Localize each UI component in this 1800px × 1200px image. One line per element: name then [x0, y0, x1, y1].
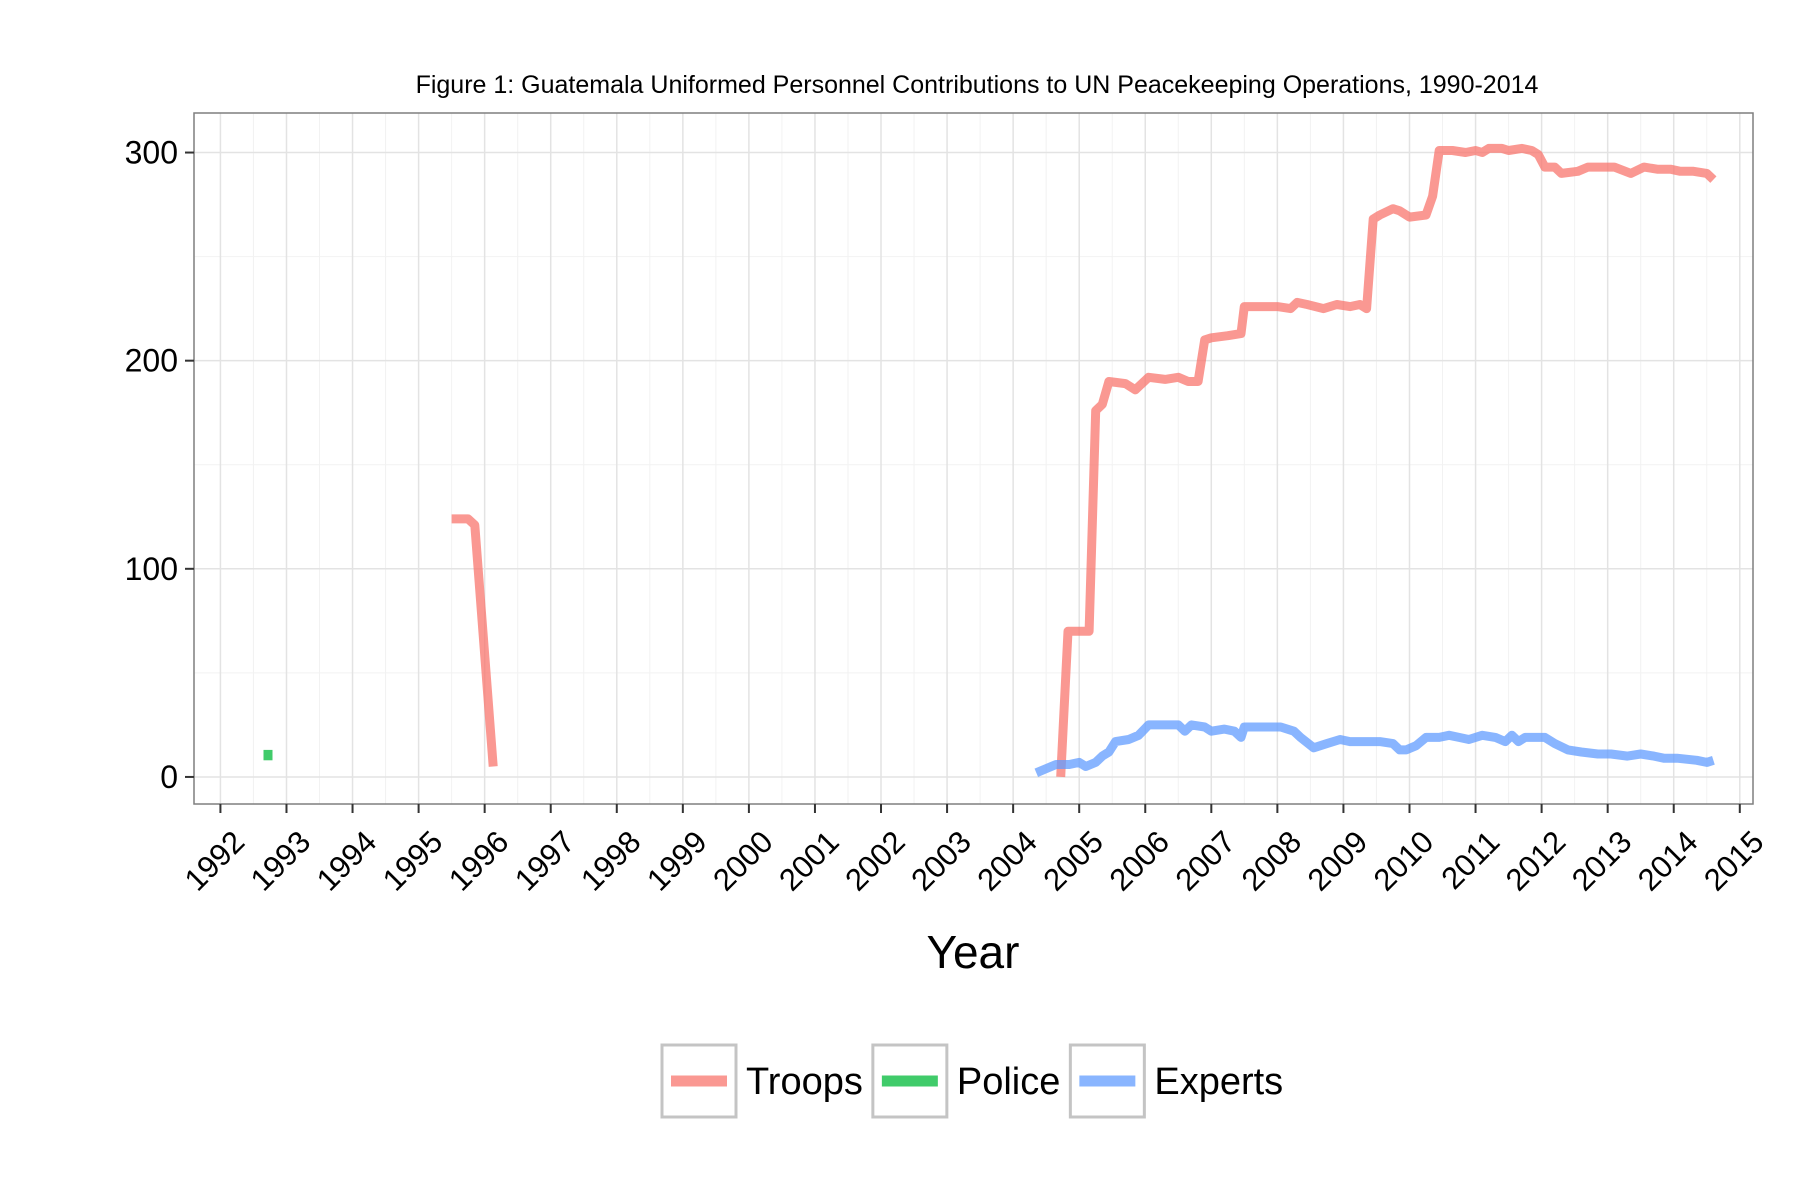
x-tick-label: 2000 — [706, 824, 780, 898]
x-tick-label: 2009 — [1301, 824, 1375, 898]
legend-item-police: Police — [871, 1043, 1061, 1119]
legend-label: Troops — [746, 1061, 863, 1103]
x-tick-label: 2014 — [1631, 824, 1705, 898]
x-tick-label: 2001 — [772, 824, 846, 898]
x-axis-title: Year — [927, 926, 1020, 978]
x-tick-label: 1996 — [442, 824, 516, 898]
x-tick-label: 2010 — [1367, 824, 1441, 898]
grid-layer — [194, 113, 1753, 804]
plot-area — [194, 113, 1753, 804]
x-tick-label: 2012 — [1499, 824, 1573, 898]
x-tick-label: 2013 — [1565, 824, 1639, 898]
x-tick-label: 2003 — [904, 824, 978, 898]
x-tick-label: 1995 — [376, 824, 450, 898]
x-tick-label: 2011 — [1434, 824, 1506, 896]
series-line-troops — [1056, 143, 1717, 778]
x-tick-label: 2007 — [1169, 824, 1243, 898]
series-layer — [263, 143, 1717, 778]
legend: Troops Police Experts — [660, 1043, 1283, 1119]
x-tick-label: 2015 — [1697, 824, 1771, 898]
x-tick-label: 2008 — [1235, 824, 1309, 898]
series-line-experts — [1034, 720, 1715, 777]
y-tick-label: 300 — [125, 135, 178, 171]
x-tick-label: 1998 — [574, 824, 648, 898]
y-tick-label: 200 — [125, 343, 178, 379]
x-tick-label: 1999 — [640, 824, 714, 898]
legend-label: Police — [957, 1061, 1061, 1103]
x-tick-label: 1997 — [508, 824, 582, 898]
x-tick-label: 2004 — [970, 824, 1044, 898]
y-tick-label: 0 — [160, 759, 178, 795]
chart-title: Figure 1: Guatemala Uniformed Personnel … — [416, 71, 1539, 99]
x-tick-label: 1993 — [244, 824, 318, 898]
legend-label: Experts — [1154, 1061, 1283, 1103]
plot-border — [193, 112, 1754, 805]
y-tick-label: 100 — [125, 551, 178, 587]
x-tick-label: 1992 — [178, 824, 252, 898]
x-tick-label: 2005 — [1036, 824, 1110, 898]
x-tick-label: 2002 — [838, 824, 912, 898]
x-tick-label: 2006 — [1103, 824, 1177, 898]
x-tick-label: 1994 — [310, 824, 384, 898]
legend-item-experts: Experts — [1068, 1043, 1283, 1119]
series-line-troops — [451, 514, 498, 767]
legend-item-troops: Troops — [660, 1043, 863, 1119]
